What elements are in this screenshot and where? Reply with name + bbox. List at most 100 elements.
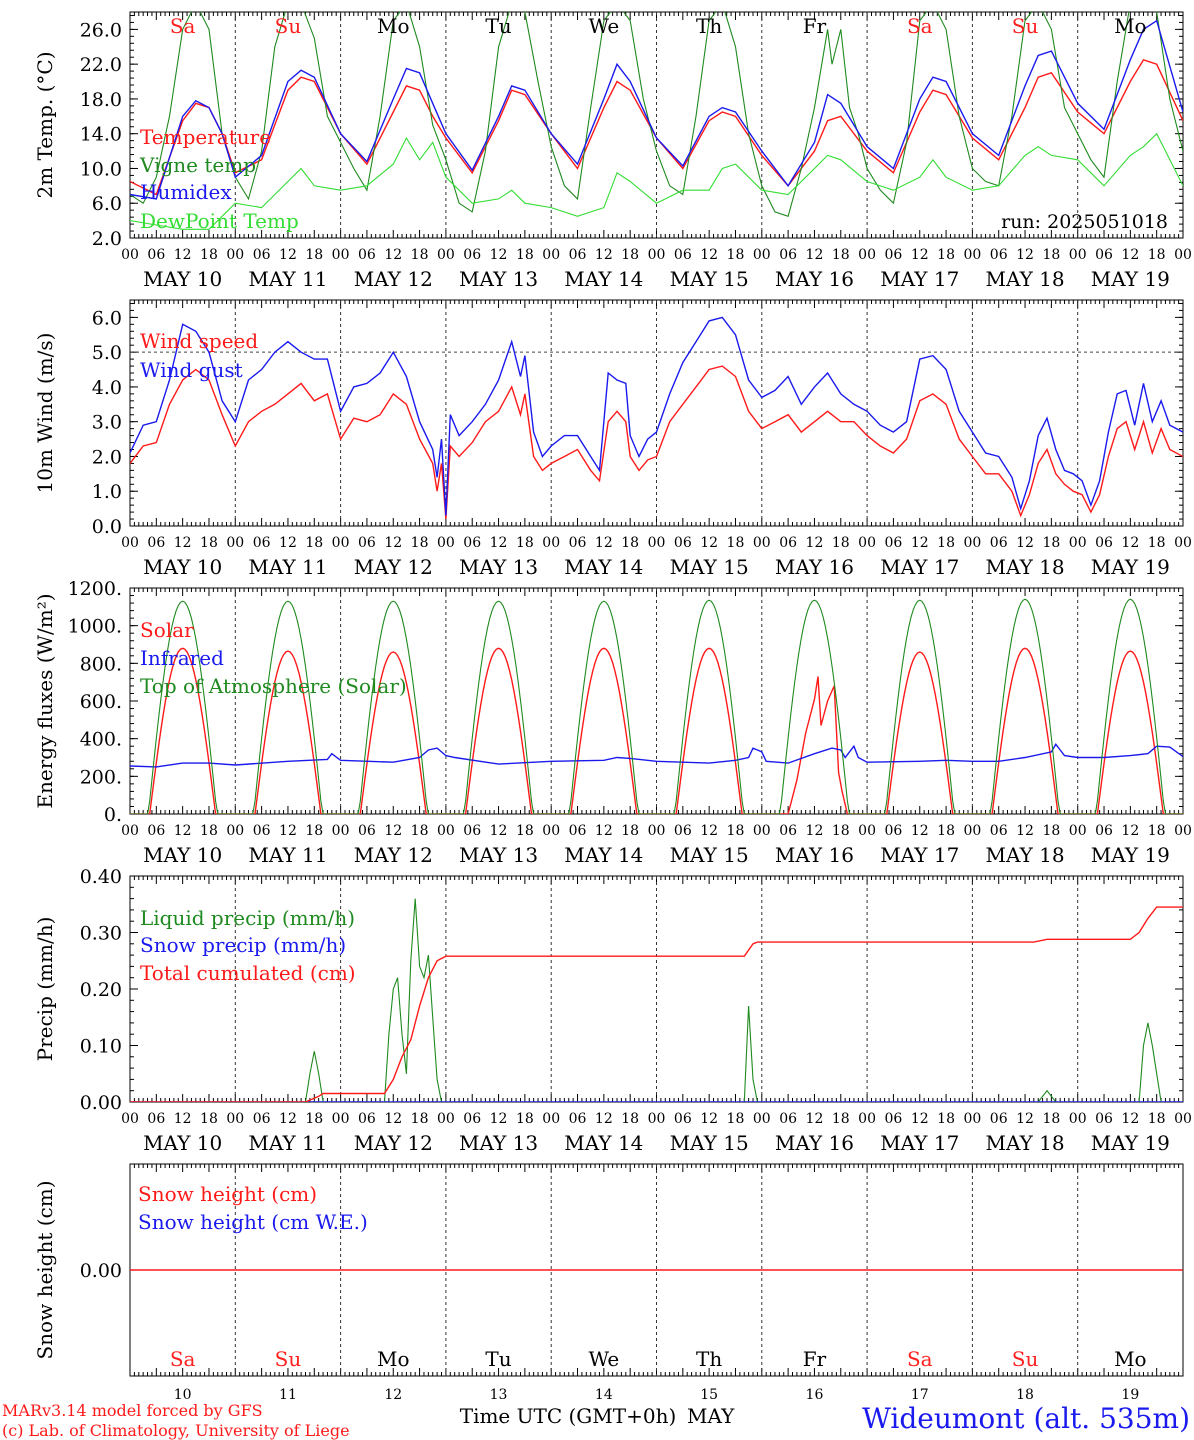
hour-tick-label: 06 — [1095, 535, 1113, 551]
series-group — [130, 316, 1183, 520]
hour-tick-label: 06 — [674, 535, 692, 551]
legend-entry: DewPoint Temp — [140, 209, 299, 233]
hour-tick-label: 12 — [384, 823, 402, 839]
hour-tick-label: 00 — [437, 823, 455, 839]
series-group — [130, 598, 1183, 814]
hour-tick-label: 00 — [542, 1111, 560, 1127]
hour-tick-label: 00 — [1069, 1111, 1087, 1127]
y-tick-label: 0.0 — [92, 516, 122, 538]
date-label: MAY 17 — [880, 1131, 959, 1155]
hour-tick-label: 18 — [1042, 247, 1060, 263]
hour-tick-label: 12 — [911, 247, 929, 263]
hour-tick-label: 18 — [1148, 247, 1166, 263]
y-tick-label: 14.0 — [80, 124, 122, 146]
date-label: MAY 18 — [985, 843, 1064, 867]
hour-tick-label: 06 — [147, 1111, 165, 1127]
hour-tick-label: 18 — [305, 1111, 323, 1127]
hour-tick-label: 00 — [226, 1111, 244, 1127]
legend-entry: Vigne temp — [139, 153, 256, 177]
weekday-label-bottom: Tu — [485, 1347, 511, 1371]
hour-tick-label: 18 — [1042, 823, 1060, 839]
y-tick-label: 2.0 — [92, 228, 122, 250]
hour-tick-label: 18 — [305, 823, 323, 839]
hour-tick-label: 00 — [332, 535, 350, 551]
day-number-label: 14 — [595, 1387, 613, 1403]
hour-tick-label: 12 — [384, 247, 402, 263]
hour-tick-label: 06 — [885, 823, 903, 839]
legend-entry: Infrared — [140, 646, 224, 670]
hour-tick-label: 18 — [305, 247, 323, 263]
weekday-label-top: Fr — [803, 14, 827, 38]
weekday-label-bottom: Sa — [907, 1347, 933, 1371]
hour-tick-label: 12 — [1121, 823, 1139, 839]
hour-tick-label: 12 — [1016, 823, 1034, 839]
hour-tick-label: 12 — [1121, 1111, 1139, 1127]
hour-tick-label: 18 — [621, 1111, 639, 1127]
hour-tick-label: 18 — [411, 823, 429, 839]
hour-tick-label: 12 — [174, 247, 192, 263]
hour-tick-label: 12 — [806, 247, 824, 263]
hour-tick-label: 18 — [727, 247, 745, 263]
hour-tick-label: 18 — [200, 247, 218, 263]
hour-tick-label: 00 — [121, 535, 139, 551]
hour-tick-label: 18 — [727, 1111, 745, 1127]
hour-tick-label: 00 — [226, 535, 244, 551]
legend-entry: Wind gust — [140, 358, 243, 382]
y-tick-label: 0.00 — [80, 1092, 122, 1114]
hour-tick-label: 00 — [1069, 247, 1087, 263]
day-number-label: 15 — [700, 1387, 718, 1403]
hour-tick-label: 12 — [806, 1111, 824, 1127]
lab-credit: (c) Lab. of Climatology, University of L… — [2, 1421, 350, 1440]
y-tick-label: 1200. — [68, 578, 122, 600]
hour-tick-label: 18 — [1148, 1111, 1166, 1127]
y-tick-label: 0.00 — [80, 1260, 122, 1282]
hour-tick-label: 00 — [858, 535, 876, 551]
hour-tick-label: 06 — [253, 823, 271, 839]
date-label: MAY 15 — [670, 1131, 749, 1155]
date-label: MAY 10 — [143, 267, 222, 291]
legend-entry: Total cumulated (cm) — [140, 961, 356, 985]
hour-tick-label: 06 — [885, 1111, 903, 1127]
hour-tick-label: 06 — [779, 1111, 797, 1127]
legend-entry: Liquid precip (mm/h) — [140, 906, 355, 930]
hour-tick-label: 12 — [174, 535, 192, 551]
hour-tick-label: 06 — [358, 535, 376, 551]
hour-tick-label: 06 — [463, 247, 481, 263]
date-label: MAY 16 — [775, 843, 854, 867]
hour-tick-label: 00 — [858, 823, 876, 839]
date-label: MAY 18 — [985, 555, 1064, 579]
date-label: MAY 16 — [775, 1131, 854, 1155]
weekday-label-top: We — [588, 14, 619, 38]
hour-tick-label: 00 — [437, 535, 455, 551]
date-label: MAY 19 — [1091, 267, 1170, 291]
date-label: MAY 12 — [354, 843, 433, 867]
hour-tick-label: 00 — [858, 247, 876, 263]
hour-tick-label: 00 — [226, 247, 244, 263]
hour-tick-label: 12 — [490, 535, 508, 551]
hour-tick-label: 06 — [569, 247, 587, 263]
y-tick-label: 2.0 — [92, 446, 122, 468]
legend-entry: Snow height (cm W.E.) — [138, 1210, 368, 1234]
hour-tick-label: 00 — [1174, 1111, 1192, 1127]
hour-tick-label: 06 — [569, 535, 587, 551]
hour-tick-label: 12 — [1016, 247, 1034, 263]
hour-tick-label: 06 — [463, 823, 481, 839]
hour-tick-label: 00 — [1174, 823, 1192, 839]
weekday-label-bottom: Su — [275, 1347, 302, 1371]
hour-tick-label: 00 — [332, 247, 350, 263]
hour-tick-label: 12 — [279, 1111, 297, 1127]
hour-tick-label: 06 — [569, 1111, 587, 1127]
series-line-green — [130, 898, 1183, 1102]
hour-tick-label: 18 — [727, 535, 745, 551]
date-label: MAY 13 — [459, 1131, 538, 1155]
model-credit: MARv3.14 model forced by GFS — [2, 1401, 263, 1420]
day-number-label: 17 — [911, 1387, 929, 1403]
weekday-label-top: Su — [275, 14, 302, 38]
date-label: MAY 19 — [1091, 555, 1170, 579]
date-label: MAY 12 — [354, 267, 433, 291]
hour-tick-label: 00 — [332, 1111, 350, 1127]
hour-tick-label: 06 — [779, 823, 797, 839]
hour-tick-label: 06 — [990, 823, 1008, 839]
hour-tick-label: 06 — [253, 1111, 271, 1127]
hour-tick-label: 12 — [279, 823, 297, 839]
